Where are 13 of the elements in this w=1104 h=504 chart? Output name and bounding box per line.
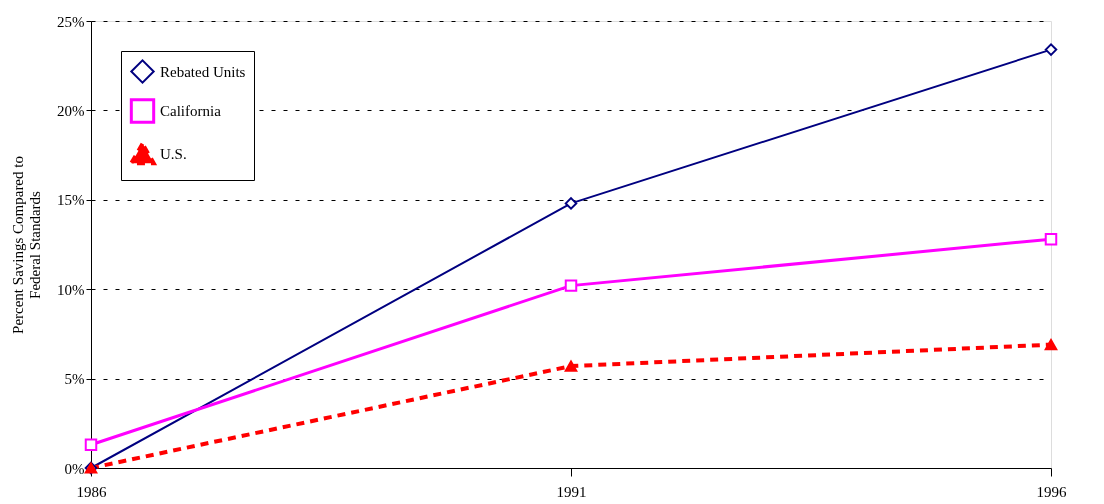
legend-label: U.S. — [160, 145, 187, 162]
y-tick-label: 0% — [64, 460, 85, 477]
legend-label: California — [160, 103, 222, 119]
y-axis-title: Percent Savings Compared to Federal Standards — [10, 156, 43, 334]
y-tick-label: 10% — [57, 281, 85, 298]
x-tick-label: 1986 — [76, 483, 107, 500]
y-tick-label: 20% — [57, 102, 85, 119]
y-tick-label: 15% — [57, 192, 85, 209]
legend-label: Rebated Units — [160, 63, 246, 80]
x-tick-label: 1996 — [1036, 483, 1067, 500]
y-tick-label: 5% — [64, 371, 85, 388]
y-tick-label: 25% — [57, 13, 85, 30]
x-tick-label: 1991 — [556, 483, 587, 500]
